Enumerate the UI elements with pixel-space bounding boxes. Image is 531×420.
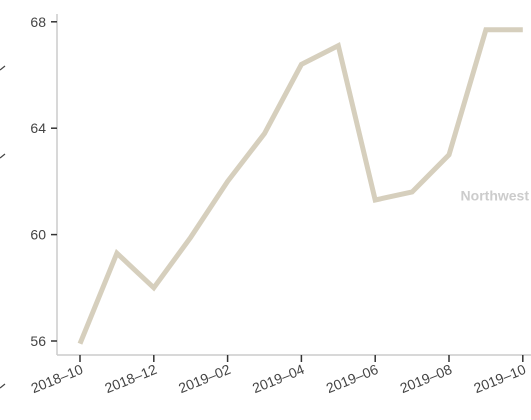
y-tick-label: 60: [30, 227, 46, 243]
series-line-northwest: [77, 27, 523, 345]
edge-mark: [0, 383, 6, 389]
y-axis: 56 60 64 68: [30, 14, 57, 349]
y-tick-label: 64: [30, 120, 46, 136]
x-tick-label: 2018–12: [102, 361, 159, 396]
x-tick-label: 2019–10: [471, 361, 528, 396]
series-label-northwest: Northwest: [461, 187, 530, 203]
y-tick-label: 56: [30, 333, 46, 349]
x-tick-label: 2018–10: [29, 361, 86, 396]
x-axis: 2018–10 2018–12 2019–02 2019–04 2019–06 2019–…: [29, 355, 528, 396]
y-tick-label: 68: [30, 14, 46, 30]
edge-mark: [0, 65, 6, 71]
x-tick-label: 2019–06: [324, 361, 381, 396]
x-tick-label: 2019–02: [176, 361, 233, 396]
edge-mark: [0, 153, 6, 159]
x-tick-label: 2019–08: [398, 361, 455, 396]
x-tick-label: 2019–04: [250, 361, 307, 396]
